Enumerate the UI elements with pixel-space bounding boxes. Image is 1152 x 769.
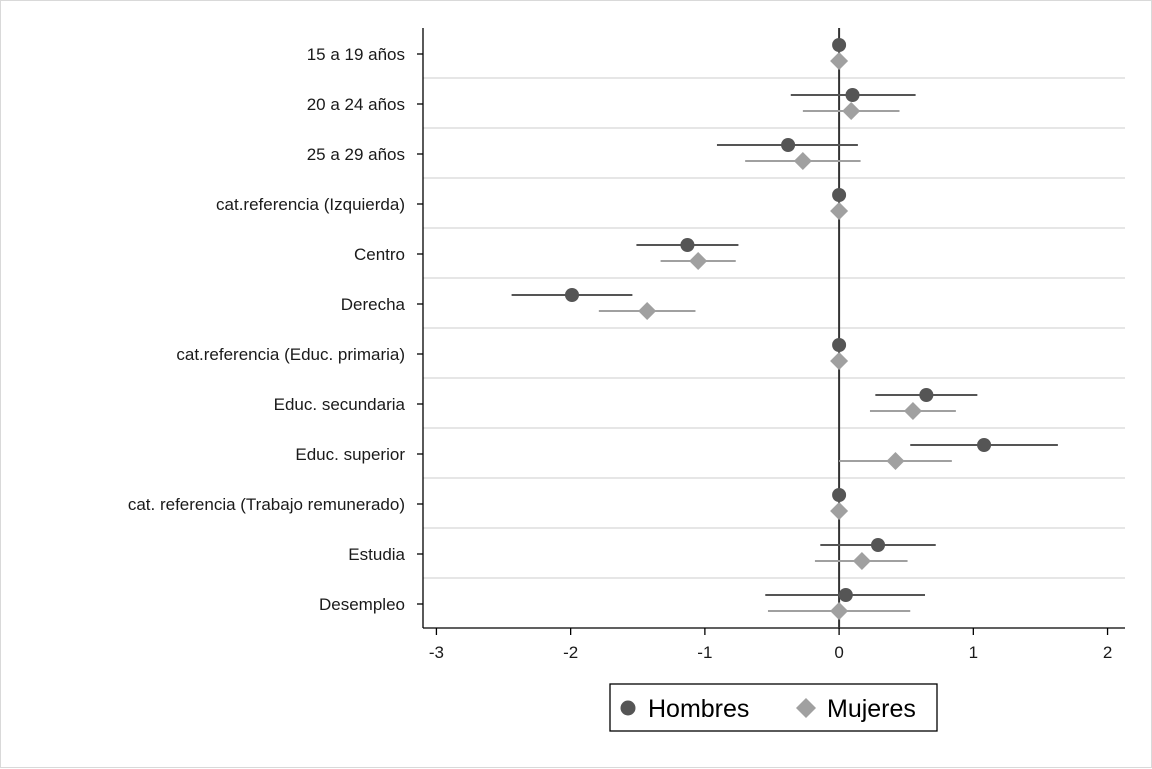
point-hombres xyxy=(977,438,992,452)
point-hombres xyxy=(845,88,860,102)
point-hombres xyxy=(680,238,695,252)
point-hombres xyxy=(781,138,796,152)
point-mujeres xyxy=(842,102,861,120)
category-labels: 15 a 19 años 20 a 24 años 25 a 29 años cat.… xyxy=(128,45,423,614)
point-hombres xyxy=(832,188,847,202)
legend-label-mujeres: Mujeres xyxy=(827,695,916,723)
point-hombres xyxy=(838,588,853,602)
category-label: Estudia xyxy=(348,545,405,564)
category-label: cat.referencia (Educ. primaria) xyxy=(176,345,405,364)
point-mujeres xyxy=(830,602,849,620)
point-mujeres xyxy=(852,552,871,570)
grid-lines xyxy=(423,77,1125,579)
axes xyxy=(422,28,1125,629)
legend: Hombres Mujeres xyxy=(609,683,938,732)
category-label: Desempleo xyxy=(319,595,405,614)
category-label: Centro xyxy=(354,245,405,264)
category-label: Educ. superior xyxy=(295,445,405,464)
category-label: cat. referencia (Trabajo remunerado) xyxy=(128,495,405,514)
category-label: Derecha xyxy=(341,295,406,314)
data-marks xyxy=(511,38,1058,620)
legend-box xyxy=(609,683,938,732)
category-label: cat.referencia (Izquierda) xyxy=(216,195,405,214)
point-mujeres xyxy=(886,452,905,470)
x-tick-label: 2 xyxy=(1103,643,1112,662)
point-mujeres xyxy=(903,402,922,420)
x-tick-label: 1 xyxy=(969,643,978,662)
x-tick-label: -2 xyxy=(563,643,578,662)
point-mujeres xyxy=(830,52,849,70)
point-hombres xyxy=(832,338,847,352)
point-hombres xyxy=(564,288,579,302)
x-axis-ticks: -3 -2 -1 0 1 2 xyxy=(429,628,1112,662)
point-mujeres xyxy=(830,502,849,520)
point-hombres xyxy=(919,388,934,402)
x-tick-label: 0 xyxy=(834,643,843,662)
category-label: 25 a 29 años xyxy=(307,145,405,164)
x-tick-label: -1 xyxy=(697,643,712,662)
point-mujeres xyxy=(638,302,657,320)
legend-label-hombres: Hombres xyxy=(648,695,749,723)
point-mujeres xyxy=(793,152,812,170)
point-hombres xyxy=(832,488,847,502)
x-tick-label: -3 xyxy=(429,643,444,662)
point-hombres xyxy=(832,38,847,52)
category-label: Educ. secundaria xyxy=(274,395,406,414)
category-label: 15 a 19 años xyxy=(307,45,405,64)
point-mujeres xyxy=(830,352,849,370)
point-hombres xyxy=(871,538,886,552)
legend-marker-hombres xyxy=(620,700,636,716)
legend-marker-mujeres xyxy=(796,698,816,718)
category-label: 20 a 24 años xyxy=(307,95,405,114)
point-mujeres xyxy=(689,252,708,270)
point-mujeres xyxy=(830,202,849,220)
